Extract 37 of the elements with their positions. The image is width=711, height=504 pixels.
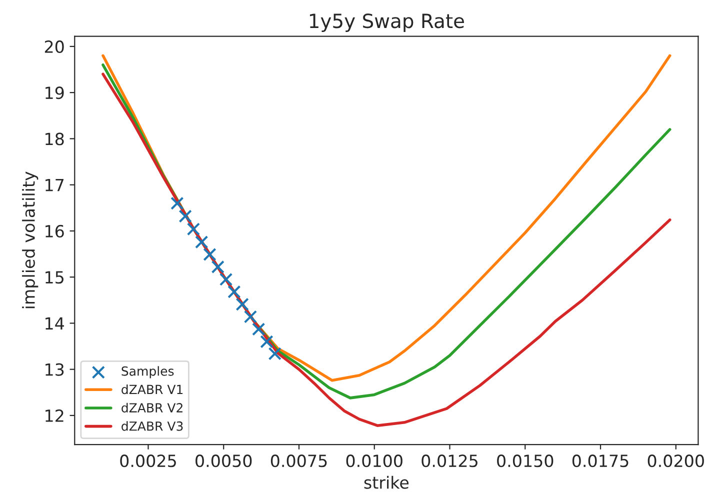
legend-label: Samples [122,366,174,378]
y-tick-label: 14 [46,317,64,330]
x-tick-label: 0.0050 [196,454,252,468]
legend-label: dZABR V2 [122,402,182,413]
y-tick-label: 16 [46,224,64,238]
point [178,210,192,223]
x-tick-label: 0.0075 [270,454,327,468]
legend-label: dZABR V3 [122,421,183,431]
point [186,222,200,236]
chart-title: 1y5y Swap Rate [310,14,464,32]
y-tick-label: 13 [46,363,64,376]
y-tick-label: 17 [46,179,64,192]
x-tick-label: 0.0100 [346,454,402,468]
x-tick-label: 0.0150 [497,454,554,468]
x-tick-label: 0.0125 [422,454,478,468]
x-tick-label: 0.0175 [572,454,628,468]
y-tick-label: 12 [46,409,64,422]
legend-label: dZABR V1 [122,384,183,394]
point [252,322,266,336]
point [219,272,233,286]
y-tick-label: 18 [46,132,64,146]
x-axis-title: strike [364,476,409,489]
y-axis-title: implied volatility [22,172,38,308]
y-tick-label: 19 [46,86,64,100]
point [236,298,249,311]
point [268,347,282,360]
x-tick-label: 0.0200 [648,454,704,468]
point [194,235,208,249]
point [228,285,241,298]
point [244,310,258,324]
point [170,196,184,210]
point [203,248,216,262]
point [211,260,224,274]
x-tick-label: 0.0025 [120,454,176,468]
y-tick-label: 20 [44,40,64,54]
y-tick-label: 15 [46,271,64,284]
point [260,335,274,348]
